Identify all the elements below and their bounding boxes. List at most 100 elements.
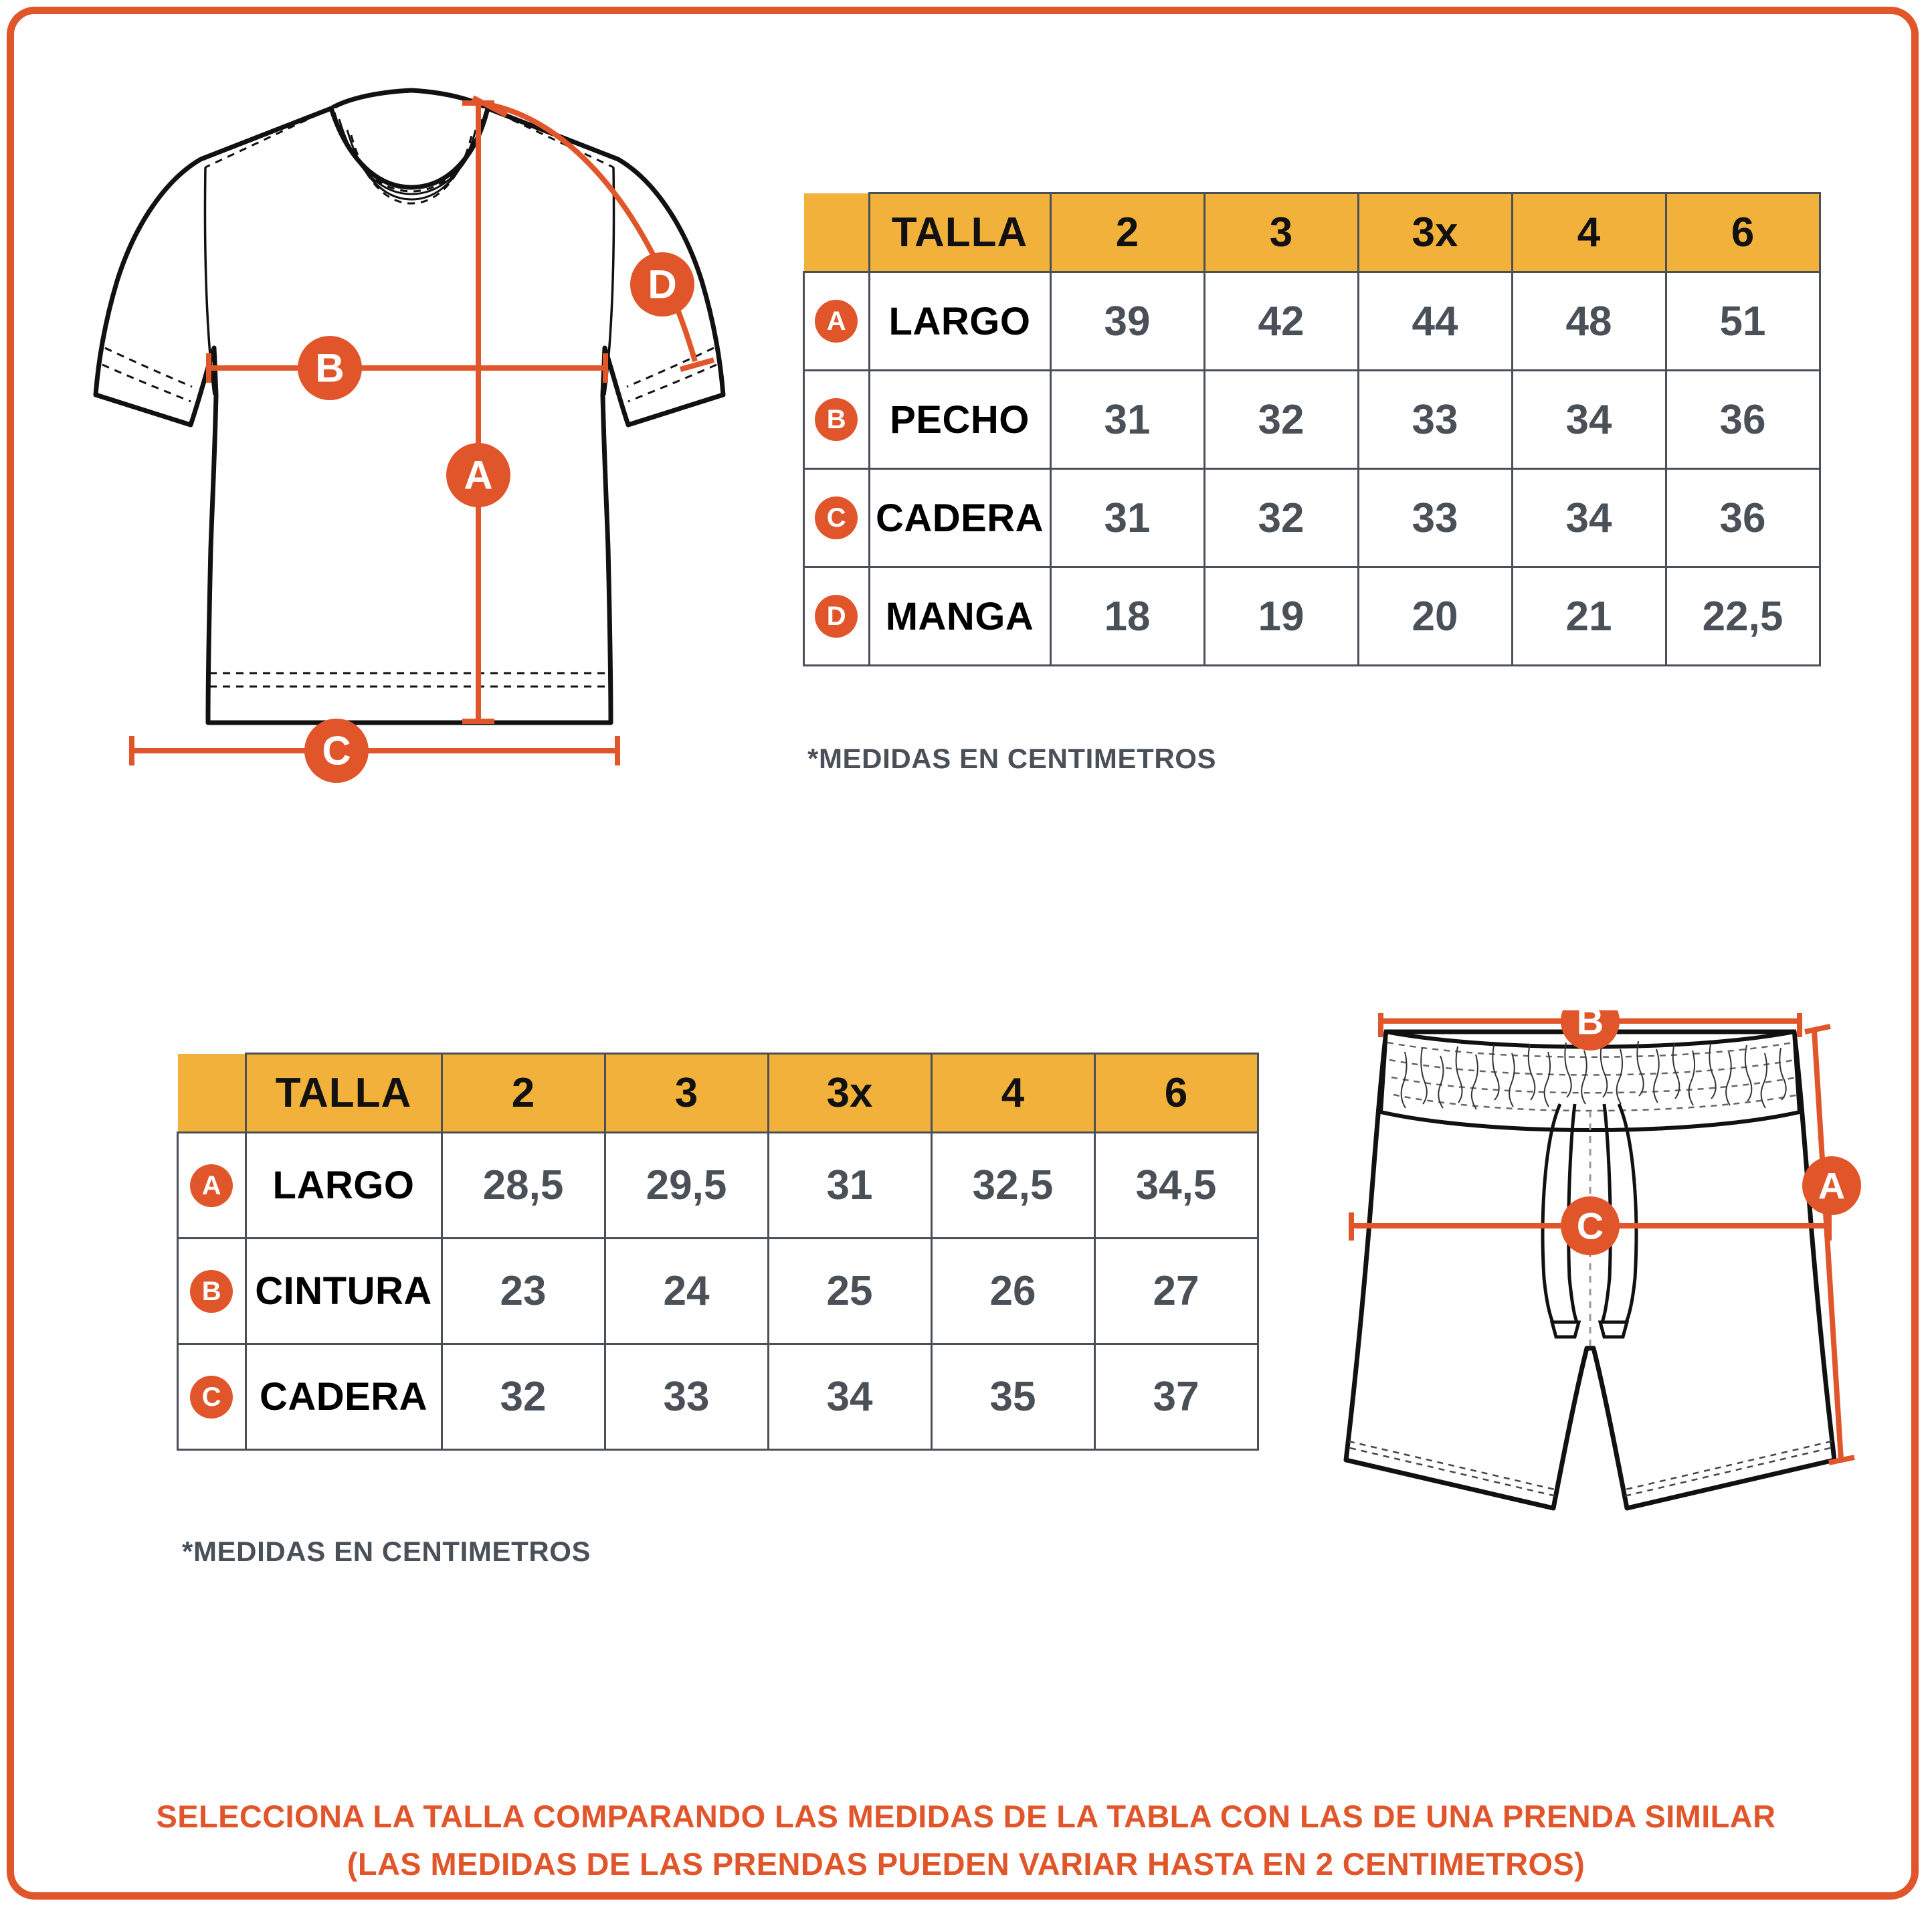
cell-manga-3x: 20 [1357,566,1513,666]
waistband-ruche-texture [1400,1040,1787,1110]
badge-b-icon: B [815,398,858,441]
svg-text:D: D [648,262,676,307]
row-badge-cell: A [177,1131,247,1239]
cell-manga-3: 19 [1203,566,1359,666]
shorts-hem-right-2 [1624,1447,1831,1497]
table-row: A LARGO 28,5 29,5 31 32,5 34,5 [177,1131,1259,1239]
tshirt-collar-inner1 [338,118,484,195]
table-header-row: TALLA 2 3 3x 4 6 [177,1053,1259,1133]
cell-cintura-3x: 25 [767,1237,933,1345]
shorts-hem-left-1 [1348,1440,1555,1491]
cell-cadera-3: 32 [1203,468,1359,568]
cell-cintura-3: 24 [603,1237,769,1345]
table-row: C CADERA 31 32 33 34 36 [803,468,1821,568]
figure-badge-C: C [304,719,369,783]
header-size-6: 6 [1664,192,1821,273]
svg-text:C: C [1577,1205,1604,1247]
row-label-pecho: PECHO [868,369,1052,470]
figure-badge-B: B [1561,1010,1620,1051]
tshirt-shoulder-stitch-left [205,107,332,169]
tshirt-collar-stitch-top [333,112,486,193]
header-talla: TALLA [244,1053,443,1133]
badge-a-icon: A [815,300,858,343]
cell-cadera-6: 37 [1093,1343,1259,1451]
badge-b-icon: B [190,1269,233,1313]
tshirt-body-outline [93,88,726,725]
table-row: C CADERA 32 33 34 35 37 [177,1343,1259,1451]
measure-line-A [1804,1024,1855,1465]
row-label-cadera: CADERA [244,1343,443,1451]
row-badge-cell: C [177,1343,247,1451]
cell-cadera-3x: 33 [1357,468,1513,568]
cell-largo-3: 42 [1203,271,1359,371]
svg-text:C: C [322,729,351,773]
tshirt-sleeve-hem-right-1 [626,347,714,388]
cell-cadera-3x: 34 [767,1343,933,1451]
row-label-largo: LARGO [244,1131,443,1239]
cell-largo-4: 32,5 [930,1131,1096,1239]
cell-cadera-2: 31 [1049,468,1205,568]
badge-c-icon: C [190,1375,233,1419]
cell-cintura-4: 26 [930,1237,1096,1345]
cell-cadera-2: 32 [440,1343,606,1451]
shorts-hem-right-1 [1625,1440,1832,1491]
tshirt-sleeve-hem-left-1 [104,347,193,388]
cell-largo-2: 39 [1049,271,1205,371]
header-size-4: 4 [1511,192,1667,273]
svg-text:B: B [315,346,344,391]
svg-text:A: A [464,453,492,498]
table-row: A LARGO 39 42 44 48 51 [803,271,1821,371]
header-size-6: 6 [1093,1053,1259,1133]
drawstring-tip-left [1549,1320,1581,1339]
cell-largo-4: 48 [1511,271,1667,371]
footer-line-1: SELECCIONA LA TALLA COMPARANDO LAS MEDID… [156,1799,1776,1834]
cell-largo-3x: 31 [767,1131,933,1239]
header-size-3: 3 [1203,192,1359,273]
shorts-size-table: TALLA 2 3 3x 4 6 A LARGO 28,5 29,5 31 32… [177,1053,1259,1451]
header-size-3x: 3x [767,1053,933,1133]
figure-badge-D: D [630,252,694,316]
header-badge-spacer [803,193,869,272]
cell-largo-3x: 44 [1357,271,1513,371]
tshirt-sleeve-hem-left-2 [102,363,191,403]
tshirt-sleeve-hem-right-2 [627,363,717,403]
shorts-diagram: B A C [1305,1010,1913,1559]
header-size-2: 2 [1049,192,1205,273]
badge-a-icon: A [190,1164,233,1207]
tshirt-collar-stitch-bottom [350,134,473,205]
drawstring-tip-right [1598,1320,1630,1339]
cell-largo-2: 28,5 [440,1131,606,1239]
cell-cadera-3: 33 [603,1343,769,1451]
figure-badge-A: A [446,443,510,507]
table-row: B PECHO 31 32 33 34 36 [803,369,1821,470]
shorts-waistband [1378,1029,1802,1132]
tshirt-size-table: TALLA 2 3 3x 4 6 A LARGO 39 42 44 48 51 … [803,192,1821,666]
header-size-2: 2 [440,1053,606,1133]
row-badge-cell: C [803,468,870,568]
cell-cintura-6: 27 [1093,1237,1259,1345]
tshirt-units-note: *MEDIDAS EN CENTIMETROS [807,743,1217,774]
drawstring-right [1617,1103,1638,1325]
measure-line-C [129,736,620,765]
badge-c-icon: C [815,496,858,539]
cell-cadera-4: 35 [930,1343,1096,1451]
header-size-3: 3 [603,1053,769,1133]
tshirt-diagram: B A C D [64,80,739,790]
row-label-largo: LARGO [868,271,1052,371]
cell-largo-6: 34,5 [1093,1131,1259,1239]
cell-cadera-6: 36 [1664,468,1821,568]
cell-pecho-2: 31 [1049,369,1205,470]
figure-badge-A: A [1802,1156,1861,1215]
header-size-3x: 3x [1357,192,1513,273]
cell-manga-2: 18 [1049,566,1205,666]
tshirt-shoulder-stitch-right [487,107,614,169]
row-badge-cell: B [803,369,870,470]
cell-largo-6: 51 [1664,271,1821,371]
table-row: D MANGA 18 19 20 21 22,5 [803,566,1821,666]
cell-pecho-3x: 33 [1357,369,1513,470]
cell-manga-6: 22,5 [1664,566,1821,666]
shorts-units-note: *MEDIDAS EN CENTIMETROS [182,1536,591,1567]
figure-badge-C: C [1561,1196,1620,1255]
table-row: B CINTURA 23 24 25 26 27 [177,1237,1259,1345]
row-label-manga: MANGA [868,566,1052,666]
